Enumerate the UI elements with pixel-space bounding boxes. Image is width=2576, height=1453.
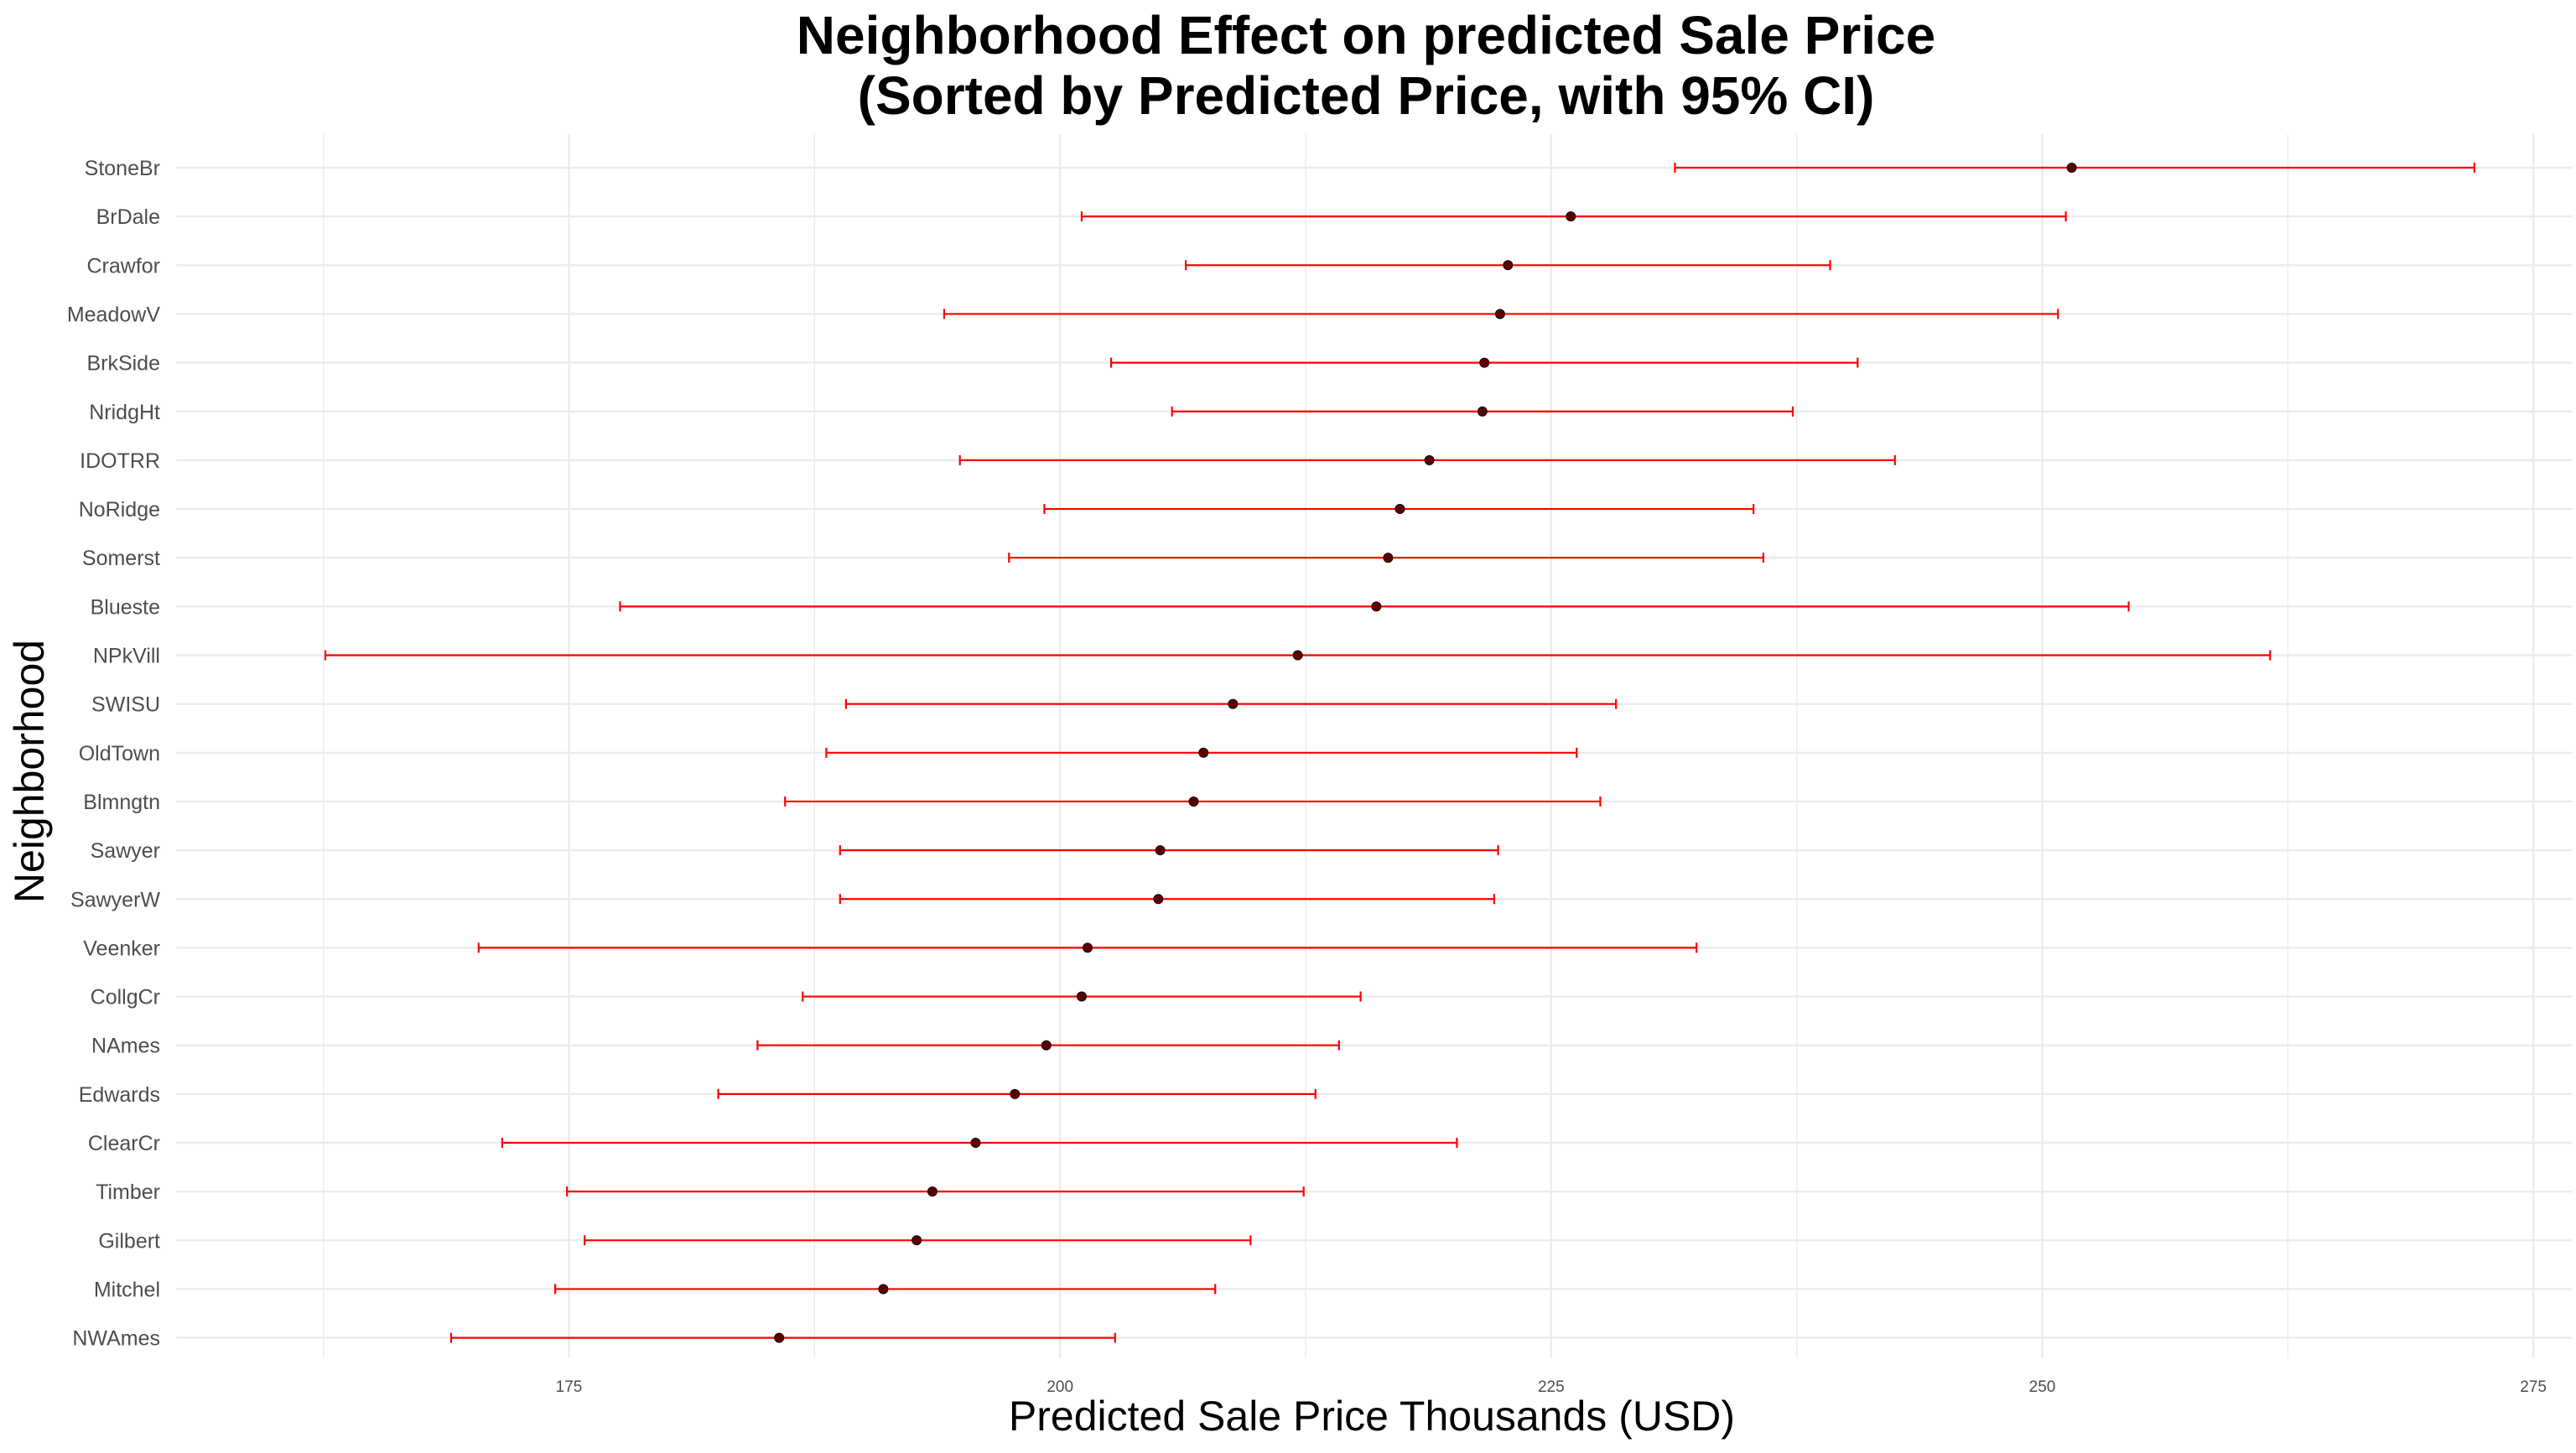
chart-title-line-1: Neighborhood Effect on predicted Sale Pr… [797,5,1935,65]
estimate-point [1010,1088,1021,1099]
y-tick-label: Sawyer [91,839,160,863]
y-tick-label: Blmngtn [83,791,160,814]
y-tick-label: NWAmes [72,1327,160,1351]
axis-ticks: 175 200 225 250 275 StoneBr BrDale Crawfor Meado… [67,157,2547,1396]
estimate-point [1153,894,1164,905]
y-tick-label: Crawfor [86,254,160,278]
y-tick-label: ClearCr [88,1132,160,1155]
chart-title-line-2: (Sorted by Predicted Price, with 95% CI) [858,65,1875,126]
x-tick-label: 275 [2520,1378,2547,1396]
estimate-point [970,1138,981,1148]
y-tick-label: NoRidge [79,498,160,522]
y-axis-label: Neighborhood [6,640,53,903]
estimate-point [1383,553,1394,563]
y-tick-label: BrkSide [86,352,160,376]
estimate-point [1394,504,1405,515]
estimate-point [1479,357,1490,368]
estimate-point [1566,211,1576,222]
estimate-point [1082,942,1093,953]
estimate-point [927,1186,937,1197]
estimate-point [1494,309,1505,319]
estimate-point [2066,163,2077,173]
estimate-point [1188,796,1199,807]
x-tick-label: 175 [556,1378,583,1396]
data-marks [324,163,2475,1343]
grid-lines [176,134,2573,1358]
estimate-point [1477,406,1488,417]
y-tick-label: Mitchel [94,1278,160,1301]
x-tick-label: 250 [2029,1378,2056,1396]
y-tick-label: NPkVill [93,645,160,668]
y-tick-label: NridgHt [89,401,160,424]
y-tick-label: SWISU [91,693,160,717]
estimate-point [1155,845,1166,856]
estimate-point [1198,747,1209,758]
x-axis-label: Predicted Sale Price Thousands (USD) [1009,1393,1735,1440]
y-tick-label: Gilbert [98,1229,160,1253]
estimate-point [878,1284,889,1295]
x-tick-label: 225 [1538,1378,1565,1396]
estimate-point [1076,991,1087,1002]
y-tick-label: OldTown [79,742,160,765]
estimate-point [911,1235,922,1246]
estimate-point [1371,601,1382,612]
estimate-point [1424,454,1435,465]
y-tick-label: Blueste [91,595,160,619]
y-tick-label: MeadowV [67,303,160,326]
y-tick-label: Veenker [83,937,160,960]
y-tick-label: Somerst [82,547,160,570]
y-tick-label: NAmes [91,1035,160,1058]
y-tick-label: IDOTRR [80,449,160,473]
estimate-point [1041,1040,1052,1051]
estimate-point [1503,260,1514,271]
estimate-point [774,1332,785,1343]
y-tick-label: StoneBr [85,157,160,180]
y-tick-label: Timber [96,1181,160,1204]
estimate-point [1292,650,1303,661]
estimate-point [1228,698,1239,709]
x-tick-label: 200 [1046,1378,1073,1396]
y-tick-label: CollgCr [91,986,160,1009]
y-tick-label: Edwards [79,1083,160,1107]
y-tick-label: BrDale [96,205,160,229]
y-tick-label: SawyerW [70,888,160,911]
